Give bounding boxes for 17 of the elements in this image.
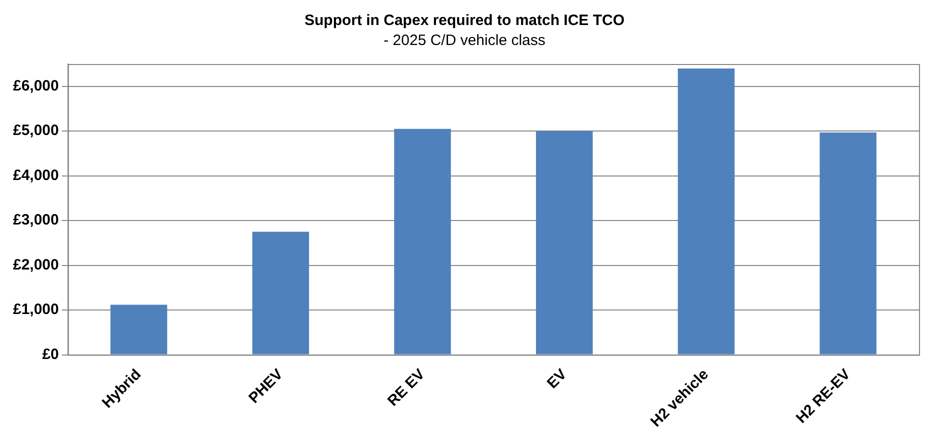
y-tick-label: £2,000 [12, 256, 59, 274]
bar [820, 132, 876, 354]
y-tick-label: £1,000 [12, 301, 59, 318]
bar [536, 131, 593, 354]
bar [394, 128, 451, 354]
y-tick-label: £4,000 [12, 166, 59, 184]
bar [678, 68, 735, 354]
y-tick-label: £6,000 [12, 78, 59, 95]
chart-title: Support in Capex required to match ICE TCO [304, 12, 625, 30]
x-tick-label: RE EV [384, 366, 428, 410]
y-tick-label: £0 [42, 346, 59, 363]
bar [252, 232, 310, 354]
chart-subtitle: - 2025 C/D vehicle class [384, 32, 546, 50]
x-tick-label: EV [544, 366, 570, 392]
y-tick-label: £5,000 [12, 122, 59, 140]
y-tick-label: £3,000 [12, 212, 59, 229]
bar [110, 304, 168, 354]
